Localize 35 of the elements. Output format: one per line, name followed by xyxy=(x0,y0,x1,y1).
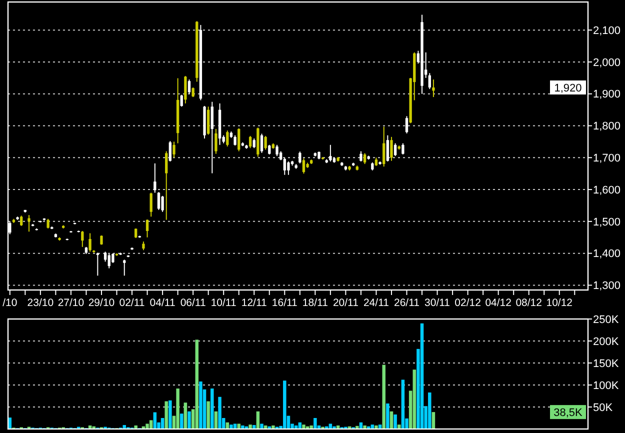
x-tick-label: 10/11 xyxy=(210,297,236,309)
y-tick-label: 200K xyxy=(593,336,620,348)
x-tick-label: 16/11 xyxy=(272,297,298,309)
y-tick-label: 50K xyxy=(593,402,614,414)
y-tick-label: 1,400 xyxy=(593,248,621,260)
y-tick-label: 1,600 xyxy=(593,184,621,196)
annotation: 1,920 xyxy=(554,82,582,94)
x-tick-label: 12/11 xyxy=(241,297,268,309)
x-tick-label: 20/11 xyxy=(332,297,359,309)
y-tick-label: 1,900 xyxy=(593,88,621,101)
x-tick-label: 18/11 xyxy=(302,297,328,309)
x-tick-label: 24/11 xyxy=(363,297,390,309)
x-tick-label: 02/12 xyxy=(454,297,482,309)
y-tick-label: 1,800 xyxy=(593,120,621,133)
x-tick-label: 06/11 xyxy=(180,297,206,309)
y-tick-label: 1,500 xyxy=(593,216,621,228)
x-tick-label: /10 xyxy=(2,297,18,309)
x-tick-label: 10/12 xyxy=(546,297,573,309)
x-tick-label: 02/11 xyxy=(119,297,145,309)
x-tick-label: 27/10 xyxy=(58,297,84,309)
y-tick-label: 250K xyxy=(593,314,620,326)
x-tick-label: 30/11 xyxy=(424,297,450,309)
y-tick-label: 2,000 xyxy=(593,56,621,69)
y-tick-label: 2,100 xyxy=(593,24,621,37)
x-tick-label: 04/12 xyxy=(485,297,512,309)
x-tick-label: 26/11 xyxy=(394,297,420,309)
y-tick-label: 1,300 xyxy=(593,280,621,292)
y-tick-label: 1,700 xyxy=(593,152,621,164)
annotation: 38,5K xyxy=(554,406,584,419)
x-tick-label: 23/10 xyxy=(27,297,54,309)
x-tick-label: 29/10 xyxy=(88,297,115,309)
y-tick-label: 100K xyxy=(593,380,620,392)
x-tick-label: 08/12 xyxy=(516,297,542,309)
y-tick-label: 150K xyxy=(593,358,620,370)
x-tick-label: 04/11 xyxy=(150,297,176,309)
